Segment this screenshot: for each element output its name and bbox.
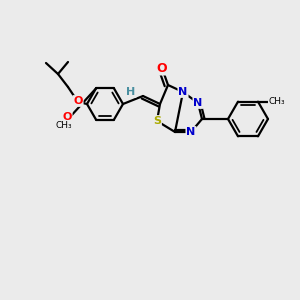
Text: CH₃: CH₃ [269,97,285,106]
Text: N: N [194,98,202,108]
Text: O: O [62,112,72,122]
Text: CH₃: CH₃ [56,122,72,130]
Text: O: O [157,61,167,74]
Text: S: S [153,116,161,126]
Text: H: H [126,87,136,97]
Text: N: N [186,127,196,137]
Text: N: N [178,87,188,97]
Text: O: O [73,96,83,106]
